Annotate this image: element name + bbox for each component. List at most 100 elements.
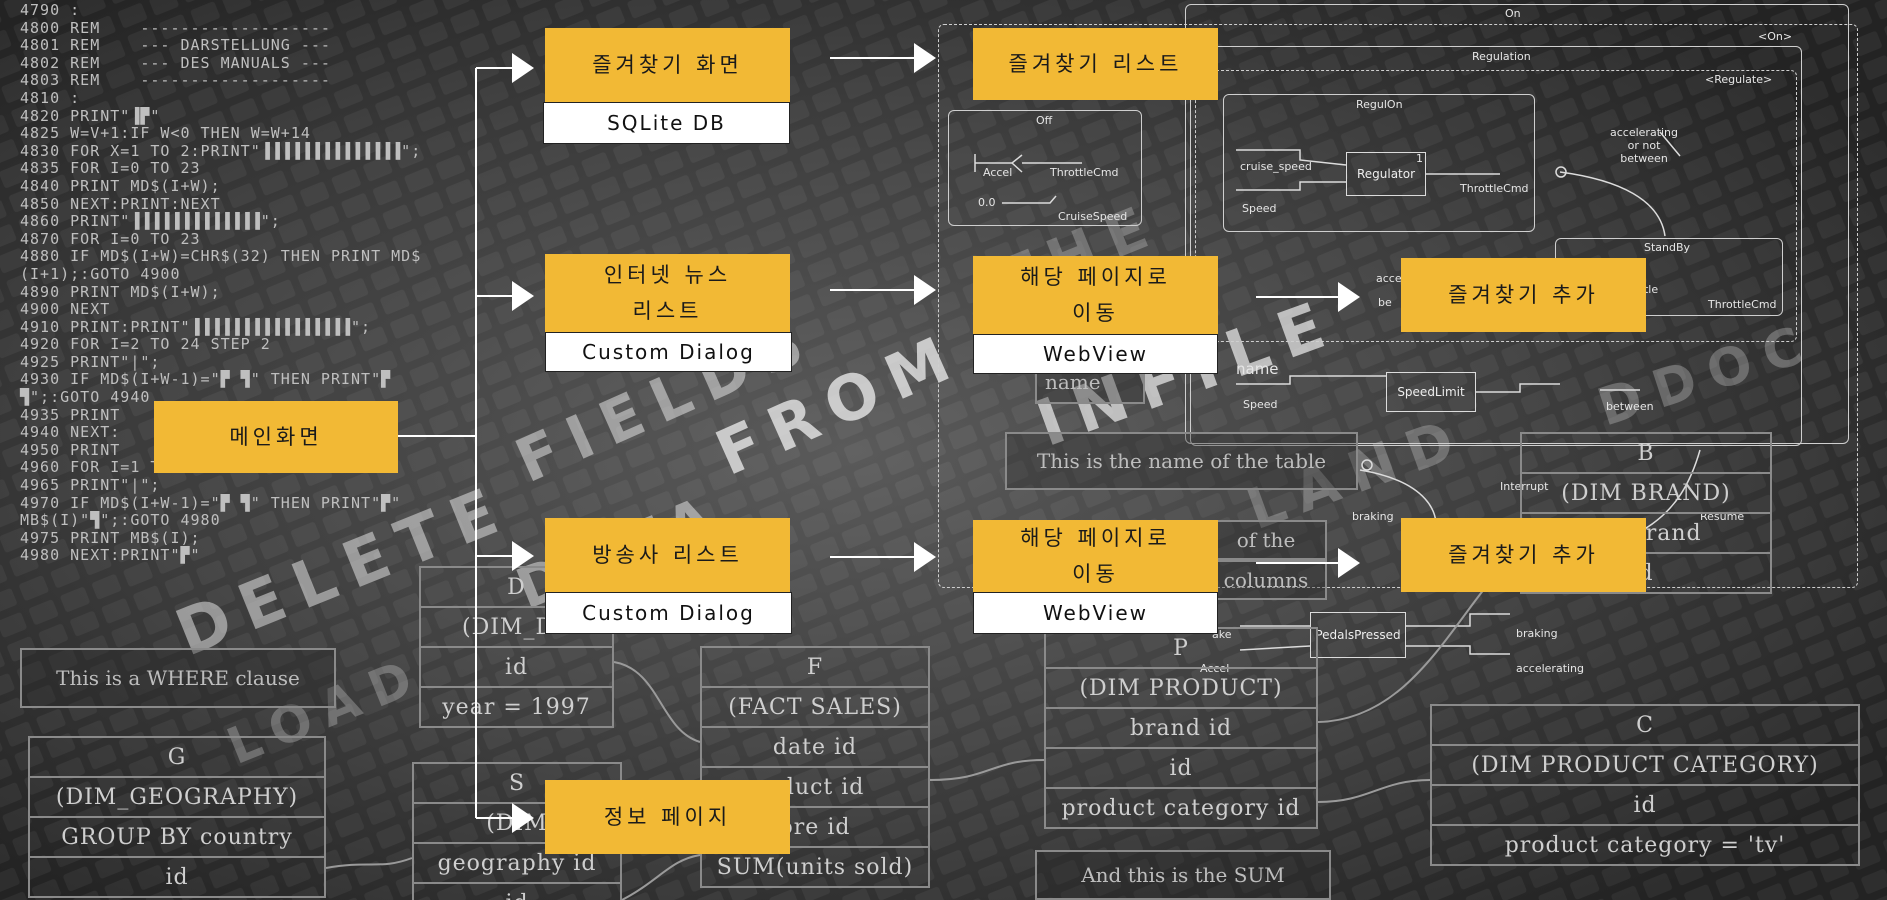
table-g: G (DIM_GEOGRAPHY) GROUP BY country id [28, 736, 326, 898]
label-braking: braking [1352, 510, 1394, 523]
table-c-row: id [1432, 786, 1858, 826]
wire-speed [1236, 181, 1346, 191]
code-line: 4825 W=V+1:IF W<0 THEN W=W+14 [20, 124, 311, 143]
label-accel: Accel [983, 166, 1013, 179]
state-off-label: Off [1036, 114, 1053, 127]
table-b-name: (DIM BRAND) [1522, 474, 1770, 514]
code-line: 4910 PRINT:PRINT"▐▐▐▐▐▐▐▐▐▐▐▐▐▐▐▐"; [20, 317, 372, 336]
label-be: be [1378, 296, 1392, 309]
node-webview-2: WebView [973, 592, 1218, 634]
state-on-region [938, 24, 1858, 588]
code-line: 4975 PRINT MB$(I); [20, 528, 201, 547]
table-f-row: ore id [702, 808, 928, 848]
note-table-name: This is the name of the table [1005, 432, 1358, 490]
code-line: 4835 FOR I=0 TO 23 [20, 159, 201, 178]
code-line: 4840 PRINT MD$(I+W); [20, 176, 221, 195]
node-broadcaster-list: 방송사 리스트 [545, 518, 790, 592]
wire-speed-limit-in [1236, 375, 1386, 385]
link-f-p [929, 759, 1045, 781]
table-g-header: G [30, 738, 324, 778]
code-line: 4803 REM ------------------- [20, 71, 331, 90]
table-c: C (DIM PRODUCT CATEGORY) id product cate… [1430, 704, 1860, 866]
label-throttlecmd-on: ThrottleCmd [1460, 182, 1529, 195]
code-line: 4790 : [20, 1, 81, 19]
code-line: ▜";:GOTO 4940 [20, 388, 151, 407]
label-cruise-speed: cruise_speed [1240, 160, 1312, 173]
table-p-header: P [1046, 629, 1316, 669]
state-regulon-label: RegulOn [1356, 98, 1403, 111]
wire-to-standby [1559, 171, 1666, 237]
node-custom-dialog-2: Custom Dialog [545, 592, 792, 634]
table-c-header: C [1432, 706, 1858, 746]
code-line: 4860 PRINT"▐▐▐▐▐▐▐▐▐▐▐▐▐"; [20, 212, 281, 231]
code-line: 4950 PRINT [20, 440, 121, 459]
table-c-name: (DIM PRODUCT CATEGORY) [1432, 746, 1858, 786]
code-line: 4820 PRINT"▐▛" [20, 106, 161, 125]
note-of-the: of the [1205, 520, 1327, 560]
wire-cruise-speed [1236, 149, 1347, 166]
link-g-s [325, 857, 413, 869]
node-webview-1: WebView [973, 334, 1218, 374]
label-acce: acce [1376, 272, 1402, 285]
note-where-clause: This is a WHERE clause [20, 648, 336, 708]
table-s-row: geography id [414, 844, 620, 884]
code-line: 4980 NEXT:PRINT"▛" [20, 546, 201, 565]
table-p-row: product category id [1061, 795, 1301, 821]
node-custom-dialog-1: Custom Dialog [545, 332, 792, 372]
state-regulation-label: Regulation [1472, 50, 1531, 63]
node-internet-news-list: 인터넷 뉴스 리스트 [545, 254, 790, 332]
label-accelerating-or-not: accelerating or not between [1610, 126, 1679, 165]
table-g-row: id [165, 864, 189, 890]
label-name: name [1236, 360, 1279, 378]
code-line: (I+1);:GOTO 4900 [20, 264, 181, 283]
table-d-header: D [421, 568, 612, 608]
node-goto-page-2: 해당 페이지로 이동 [973, 520, 1218, 592]
label-accelerating: accelerating [1516, 662, 1585, 675]
note-sum: And this is the SUM [1035, 850, 1331, 900]
state-on-label: On [1505, 7, 1521, 20]
note-columns: columns [1205, 560, 1327, 600]
wire-acc-mark [1659, 131, 1681, 157]
table-f-row: SUM(units sold) [716, 854, 914, 880]
label-speed: Speed [1242, 202, 1277, 215]
code-line: MB$(I)"▜";:GOTO 4980 [20, 511, 221, 530]
table-f: F (FACT SALES) date id oduct id ore id S… [700, 646, 930, 888]
state-off [948, 110, 1142, 226]
table-c-row: product category = 'tv' [1504, 832, 1786, 858]
table-f-header: F [702, 648, 928, 688]
table-f-row: date id [702, 728, 928, 768]
node-goto-page-1: 해당 페이지로 이동 [973, 256, 1218, 334]
wire-accel-in [1239, 645, 1311, 651]
label-braking-out: braking [1516, 627, 1558, 640]
table-d-row: year = 1997 [442, 694, 591, 720]
table-s-row: id [414, 884, 620, 900]
table-b: B (DIM BRAND) BY brand d [1520, 432, 1772, 594]
code-line: 4810 : [20, 88, 81, 107]
state-regulon [1223, 94, 1535, 232]
node-main-screen: 메인화면 [154, 401, 398, 473]
code-line: 4920 FOR I=2 TO 24 STEP 2 [20, 335, 271, 354]
code-line: 4880 IF MD$(I+W)=CHR$(32) THEN PRINT MD$ [20, 247, 422, 266]
link-p-c [1317, 779, 1431, 803]
code-line: 4800 REM ------------------- [20, 18, 331, 37]
table-p-row: brand id [1046, 709, 1316, 749]
node-speedlimit: SpeedLimit [1386, 372, 1476, 412]
label-speed-2: Speed [1243, 398, 1278, 411]
table-p-name: (DIM PRODUCT) [1046, 669, 1316, 709]
wire-pp-braking [1406, 613, 1510, 627]
port-one [1555, 166, 1567, 178]
code-line: 4940 NEXT: [20, 423, 121, 442]
node-info-page: 정보 페이지 [545, 780, 790, 854]
table-g-name: (DIM_GEOGRAPHY) [30, 778, 324, 818]
table-p: P (DIM PRODUCT) brand id id product cate… [1044, 627, 1318, 829]
code-line: 4925 PRINT"|"; [20, 352, 161, 371]
table-s: S (DIM geography id id [412, 762, 622, 900]
wire-pp-accelerating [1406, 645, 1510, 655]
label-between: between [1606, 400, 1654, 413]
code-line: 4802 REM --- DES MANUALS --- [20, 53, 331, 72]
link-d-f [613, 661, 701, 743]
code-line: 4965 PRINT"|"; [20, 476, 161, 495]
state-on-tag: <On> [1758, 30, 1793, 43]
